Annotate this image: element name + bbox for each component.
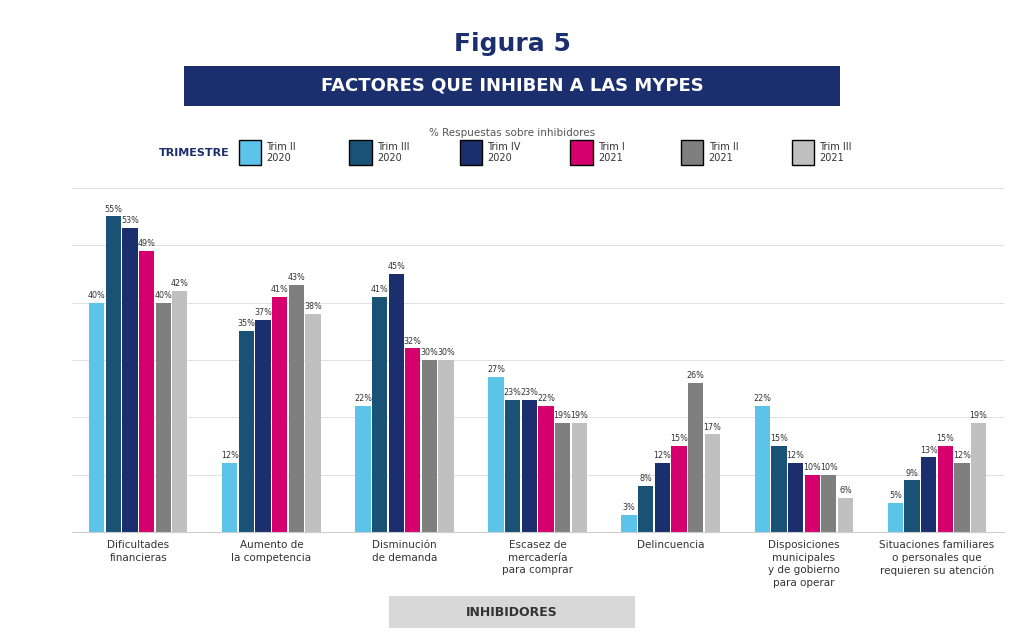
Bar [89, 303, 104, 532]
Text: 30%: 30% [437, 348, 455, 357]
Text: 12%: 12% [221, 451, 239, 460]
Text: 15%: 15% [670, 434, 688, 443]
Bar [438, 360, 454, 532]
Bar [305, 314, 321, 532]
Bar [239, 331, 254, 532]
Text: 5%: 5% [889, 492, 902, 501]
Bar [172, 291, 187, 532]
Bar [272, 297, 288, 532]
Text: 12%: 12% [653, 451, 672, 460]
Text: 55%: 55% [104, 204, 122, 213]
Bar [422, 360, 437, 532]
Bar [787, 463, 803, 532]
Text: 53%: 53% [121, 216, 139, 225]
Text: 37%: 37% [254, 308, 272, 317]
Text: 8%: 8% [639, 474, 652, 483]
Bar [821, 474, 837, 532]
Text: 23%: 23% [520, 388, 539, 397]
Text: 32%: 32% [403, 337, 422, 345]
Bar [938, 446, 953, 532]
Text: INHIBIDORES: INHIBIDORES [466, 606, 558, 619]
Text: 49%: 49% [137, 239, 156, 248]
Text: 10%: 10% [803, 463, 821, 472]
Text: Figura 5: Figura 5 [454, 32, 570, 56]
Text: % Respuestas sobre inhibidores: % Respuestas sobre inhibidores [429, 128, 595, 138]
Text: 40%: 40% [155, 290, 172, 299]
Text: 12%: 12% [786, 451, 805, 460]
Bar [921, 458, 936, 532]
Text: 26%: 26% [687, 371, 705, 380]
Bar [372, 297, 387, 532]
Bar [122, 228, 137, 532]
Bar [255, 320, 270, 532]
Text: 43%: 43% [288, 274, 305, 283]
Bar [805, 474, 820, 532]
Bar [406, 349, 421, 532]
Text: 15%: 15% [936, 434, 954, 443]
Text: 13%: 13% [920, 445, 938, 454]
Text: 35%: 35% [238, 319, 255, 328]
Text: 38%: 38% [304, 302, 322, 311]
Text: 27%: 27% [487, 365, 505, 374]
Text: Trim IV
2020: Trim IV 2020 [487, 142, 521, 163]
Bar [388, 274, 403, 532]
Bar [904, 480, 920, 532]
Text: 45%: 45% [387, 262, 406, 271]
Text: Trim III
2021: Trim III 2021 [819, 142, 852, 163]
Text: 10%: 10% [820, 463, 838, 472]
Bar [488, 377, 504, 532]
Bar [539, 406, 554, 532]
Bar [755, 406, 770, 532]
Text: Trim I
2021: Trim I 2021 [598, 142, 625, 163]
Text: 15%: 15% [770, 434, 787, 443]
Text: FACTORES QUE INHIBEN A LAS MYPES: FACTORES QUE INHIBEN A LAS MYPES [321, 77, 703, 95]
Text: 22%: 22% [354, 394, 372, 403]
Bar [105, 217, 121, 532]
Bar [156, 303, 171, 532]
Bar [971, 423, 986, 532]
Text: 41%: 41% [371, 285, 388, 294]
Bar [654, 463, 670, 532]
Text: Trim II
2021: Trim II 2021 [709, 142, 738, 163]
Bar [289, 285, 304, 532]
Text: 30%: 30% [421, 348, 438, 357]
Bar [705, 435, 720, 532]
Bar [521, 400, 537, 532]
Bar [771, 446, 786, 532]
Text: 41%: 41% [270, 285, 289, 294]
Bar [688, 383, 703, 532]
Text: Trim III
2020: Trim III 2020 [377, 142, 410, 163]
Bar [622, 515, 637, 532]
Text: 22%: 22% [754, 394, 771, 403]
Bar [954, 463, 970, 532]
Text: 23%: 23% [504, 388, 521, 397]
Text: 19%: 19% [570, 411, 588, 420]
Text: TRIMESTRE: TRIMESTRE [159, 147, 229, 158]
Text: Trim II
2020: Trim II 2020 [266, 142, 296, 163]
Text: 12%: 12% [953, 451, 971, 460]
Bar [571, 423, 587, 532]
Bar [672, 446, 687, 532]
Text: 42%: 42% [171, 279, 188, 288]
Bar [838, 497, 853, 532]
Text: 22%: 22% [537, 394, 555, 403]
Bar [355, 406, 371, 532]
Bar [555, 423, 570, 532]
Text: 19%: 19% [554, 411, 571, 420]
Bar [222, 463, 238, 532]
Text: 6%: 6% [839, 486, 852, 495]
Bar [888, 503, 903, 532]
Bar [139, 251, 155, 532]
Bar [638, 486, 653, 532]
Text: 19%: 19% [970, 411, 987, 420]
Text: 40%: 40% [88, 290, 105, 299]
Text: 17%: 17% [703, 422, 721, 431]
Bar [505, 400, 520, 532]
Text: 3%: 3% [623, 503, 636, 512]
Text: 9%: 9% [905, 469, 919, 478]
